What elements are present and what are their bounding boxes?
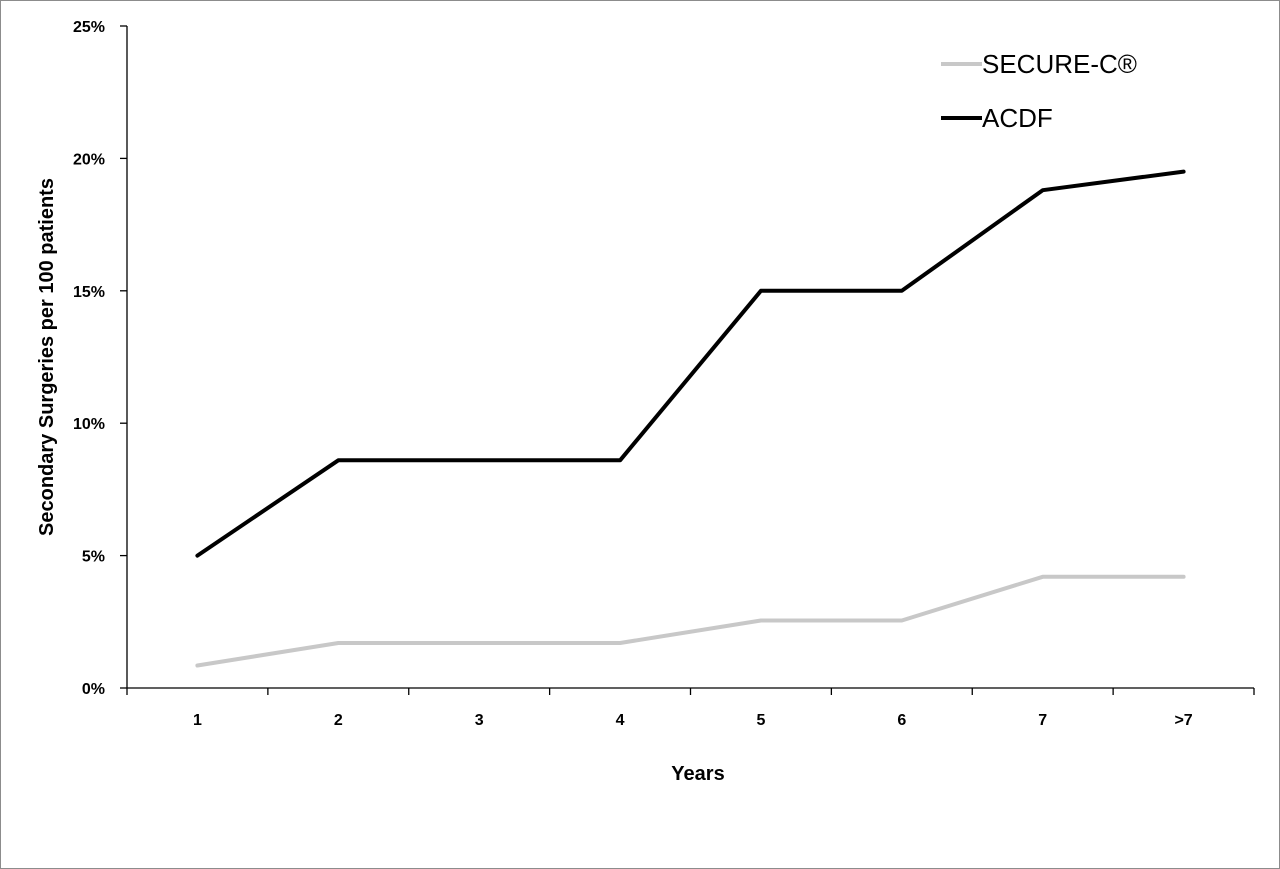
x-tick-label: 3 (475, 712, 484, 729)
y-tick-label: 5% (82, 549, 105, 566)
x-tick-label: 2 (334, 712, 343, 729)
y-tick-label: 10% (73, 416, 105, 433)
y-tick-label: 25% (73, 19, 105, 36)
x-axis-label: Years (671, 763, 724, 785)
y-tick-label: 20% (73, 151, 105, 168)
y-tick-label: 0% (82, 681, 105, 698)
chart-ticks: 0% 5% 10% 15% 20% 25% 1 2 3 4 5 6 7 >7 (73, 19, 1255, 729)
series-line-acdf (195, 169, 1186, 558)
legend-label: SECURE-C® (982, 49, 1137, 79)
legend-label: ACDF (982, 103, 1053, 133)
x-tick-label: 4 (616, 712, 625, 729)
x-tick-label: 6 (897, 712, 906, 729)
series-line-secure-c (195, 574, 1186, 668)
chart-axes (126, 26, 1254, 689)
chart-series (195, 169, 1186, 668)
chart-legend: SECURE-C® ACDF (941, 49, 1137, 133)
x-tick-label: 5 (756, 712, 765, 729)
x-tick-label: 1 (193, 712, 202, 729)
y-axis-label: Secondary Surgeries per 100 patients (36, 178, 58, 536)
x-tick-label: >7 (1174, 712, 1192, 729)
x-tick-label: 7 (1038, 712, 1047, 729)
y-tick-label: 15% (73, 284, 105, 301)
